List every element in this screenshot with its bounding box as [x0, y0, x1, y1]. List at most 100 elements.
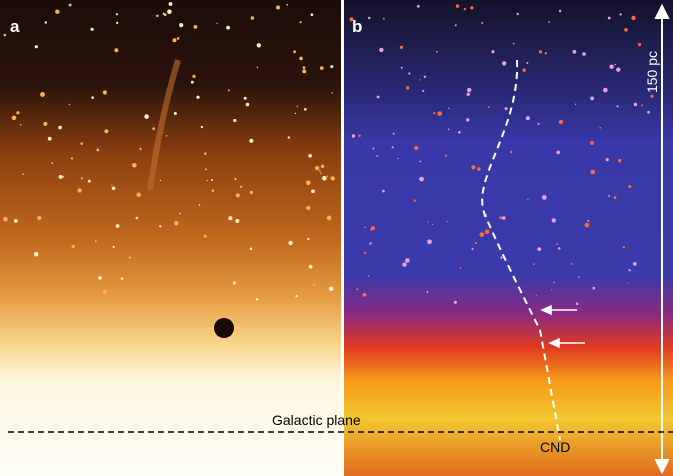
star	[502, 61, 506, 65]
star	[633, 262, 637, 266]
star	[510, 151, 513, 154]
star	[152, 127, 155, 130]
star	[618, 159, 621, 162]
star	[464, 8, 466, 10]
star	[419, 79, 420, 80]
star	[201, 126, 203, 128]
star	[96, 149, 99, 152]
star	[608, 195, 610, 197]
star	[479, 232, 484, 237]
star	[424, 76, 426, 78]
star	[485, 229, 490, 234]
star	[233, 119, 236, 122]
star	[647, 111, 650, 114]
star	[113, 246, 115, 248]
star	[288, 136, 290, 138]
star	[302, 69, 306, 73]
star	[191, 81, 194, 84]
star	[634, 103, 637, 106]
star	[392, 146, 394, 148]
star	[304, 108, 307, 111]
star	[400, 46, 403, 49]
star	[603, 88, 608, 93]
star	[437, 111, 442, 116]
star	[103, 90, 107, 94]
star	[12, 116, 17, 121]
star	[505, 107, 508, 110]
star	[320, 66, 324, 70]
star	[379, 48, 383, 52]
star	[103, 290, 107, 294]
star	[177, 37, 180, 40]
star	[576, 302, 579, 305]
star	[163, 13, 165, 15]
star	[194, 25, 198, 29]
star	[246, 103, 250, 107]
star	[132, 163, 137, 168]
star	[196, 96, 199, 99]
star	[590, 141, 594, 145]
star	[192, 75, 195, 78]
star	[578, 276, 580, 278]
star	[3, 217, 8, 222]
star	[419, 161, 421, 163]
star	[80, 142, 83, 145]
star	[91, 96, 94, 99]
star	[427, 239, 432, 244]
star	[300, 21, 302, 23]
cnd-label: CND	[540, 439, 570, 455]
star	[538, 123, 540, 125]
star	[69, 104, 71, 106]
galactic-plane-label: Galactic plane	[272, 412, 361, 428]
star	[199, 204, 201, 206]
star	[116, 13, 118, 15]
star	[475, 242, 477, 244]
star	[244, 97, 247, 100]
panel-label: a	[10, 17, 20, 36]
star	[4, 34, 7, 37]
star	[288, 241, 292, 245]
star	[432, 224, 433, 225]
star	[59, 175, 63, 179]
star	[585, 223, 590, 228]
star	[608, 17, 611, 20]
star	[467, 88, 471, 92]
star	[315, 166, 319, 170]
star	[641, 104, 643, 106]
star	[556, 243, 558, 245]
star	[137, 193, 141, 197]
star	[233, 282, 236, 285]
star	[356, 288, 358, 290]
star	[212, 189, 215, 192]
star	[48, 137, 52, 141]
star	[306, 181, 311, 186]
star	[454, 301, 457, 304]
star	[616, 68, 620, 72]
star	[91, 28, 94, 31]
star	[402, 262, 406, 266]
star	[211, 179, 213, 181]
star	[491, 50, 494, 53]
star	[446, 221, 448, 223]
star	[179, 213, 180, 214]
star	[308, 154, 312, 158]
star	[250, 191, 253, 194]
star	[34, 252, 39, 257]
star	[559, 120, 563, 124]
star	[558, 247, 561, 250]
star	[45, 21, 47, 23]
star	[433, 112, 435, 114]
star	[414, 146, 418, 150]
star	[319, 170, 321, 172]
star	[448, 128, 450, 130]
star	[414, 200, 416, 202]
star	[160, 180, 161, 181]
star	[372, 148, 374, 150]
star	[121, 277, 124, 280]
star	[179, 23, 183, 27]
star	[95, 241, 96, 242]
star	[309, 265, 313, 269]
figure: 150 pc Galactic plane CND a b	[0, 0, 673, 476]
star	[513, 43, 515, 45]
star	[300, 57, 303, 60]
